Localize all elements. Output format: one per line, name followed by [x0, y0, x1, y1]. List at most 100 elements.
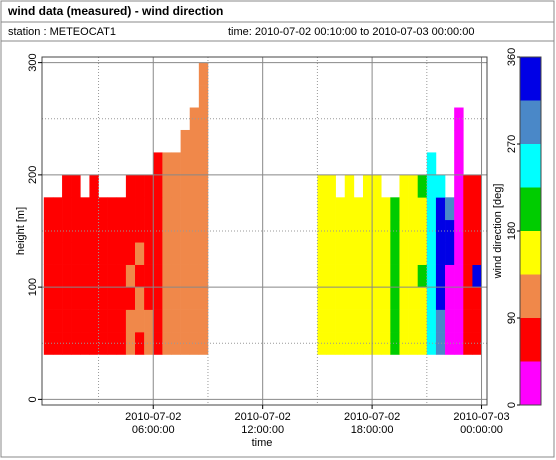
cell	[454, 152, 464, 176]
cell	[189, 264, 200, 288]
cell	[62, 174, 72, 198]
cell	[463, 197, 473, 221]
cell	[344, 174, 355, 198]
cell	[417, 332, 428, 355]
cell	[153, 242, 163, 265]
cell	[144, 264, 154, 288]
cell	[153, 174, 163, 198]
cell	[317, 197, 327, 221]
cell	[454, 309, 464, 333]
cell	[125, 219, 136, 243]
cell	[408, 219, 418, 243]
cell	[435, 287, 446, 310]
cell	[153, 332, 163, 355]
cell	[372, 197, 382, 221]
cell	[390, 287, 400, 310]
cell	[198, 219, 209, 243]
cell	[335, 332, 346, 355]
cell	[408, 332, 418, 355]
cell	[335, 219, 346, 243]
cell	[125, 197, 136, 221]
colorbar-label: wind direction [deg]	[492, 184, 504, 280]
cell	[372, 242, 382, 265]
cell	[408, 197, 418, 221]
cell	[144, 242, 154, 265]
cell	[372, 332, 382, 355]
cell	[135, 309, 145, 333]
cell	[89, 219, 99, 243]
cell	[417, 242, 428, 265]
cell	[381, 197, 391, 221]
cell	[362, 242, 373, 265]
cell	[344, 197, 355, 221]
cell	[408, 287, 418, 310]
cell	[353, 219, 364, 243]
colorbar-tick-label: 270	[506, 135, 518, 153]
cell	[116, 264, 127, 288]
cell	[372, 309, 382, 333]
cell	[89, 264, 99, 288]
cell	[198, 85, 209, 108]
cell	[71, 309, 81, 333]
cell	[344, 309, 355, 333]
cell	[435, 309, 446, 333]
cell	[52, 309, 63, 333]
cell	[326, 197, 336, 221]
cell	[417, 219, 428, 243]
cell	[445, 287, 455, 310]
colorbar-band	[520, 187, 541, 231]
cell	[390, 197, 400, 221]
cell	[180, 152, 191, 176]
cell	[362, 332, 373, 355]
cell	[417, 309, 428, 333]
cell	[162, 219, 172, 243]
cell	[435, 332, 446, 355]
cell	[326, 242, 336, 265]
cell	[144, 332, 154, 355]
cell	[317, 332, 327, 355]
cell	[381, 219, 391, 243]
cell	[399, 197, 409, 221]
cell	[171, 152, 181, 176]
cell	[353, 197, 364, 221]
cell	[417, 264, 428, 288]
cell	[180, 197, 191, 221]
cell	[454, 332, 464, 355]
cell	[62, 242, 72, 265]
cell	[153, 287, 163, 310]
cell	[454, 129, 464, 153]
cell	[426, 309, 437, 333]
cell	[381, 264, 391, 288]
cell	[472, 242, 482, 265]
colorbar-tick-label: 180	[506, 222, 518, 240]
cell	[344, 287, 355, 310]
cell	[144, 287, 154, 310]
colorbar-band	[520, 318, 541, 362]
cell	[417, 174, 428, 198]
cell	[198, 264, 209, 288]
cell	[135, 287, 145, 310]
x-axis-label: time	[252, 437, 273, 449]
cell	[408, 264, 418, 288]
cell	[62, 287, 72, 310]
cell	[344, 219, 355, 243]
cell	[445, 219, 455, 243]
cell	[107, 287, 118, 310]
cell	[426, 219, 437, 243]
cell	[198, 197, 209, 221]
cell	[399, 264, 409, 288]
cell	[71, 174, 81, 198]
cell	[144, 197, 154, 221]
cell	[180, 219, 191, 243]
cell	[445, 242, 455, 265]
cell	[153, 152, 163, 176]
cell	[89, 197, 99, 221]
cell	[98, 219, 108, 243]
cell	[43, 264, 54, 288]
cell	[381, 332, 391, 355]
cell	[372, 174, 382, 198]
cell	[116, 242, 127, 265]
cell	[454, 197, 464, 221]
colorbar-tick-label: 360	[506, 48, 518, 66]
cell	[372, 264, 382, 288]
